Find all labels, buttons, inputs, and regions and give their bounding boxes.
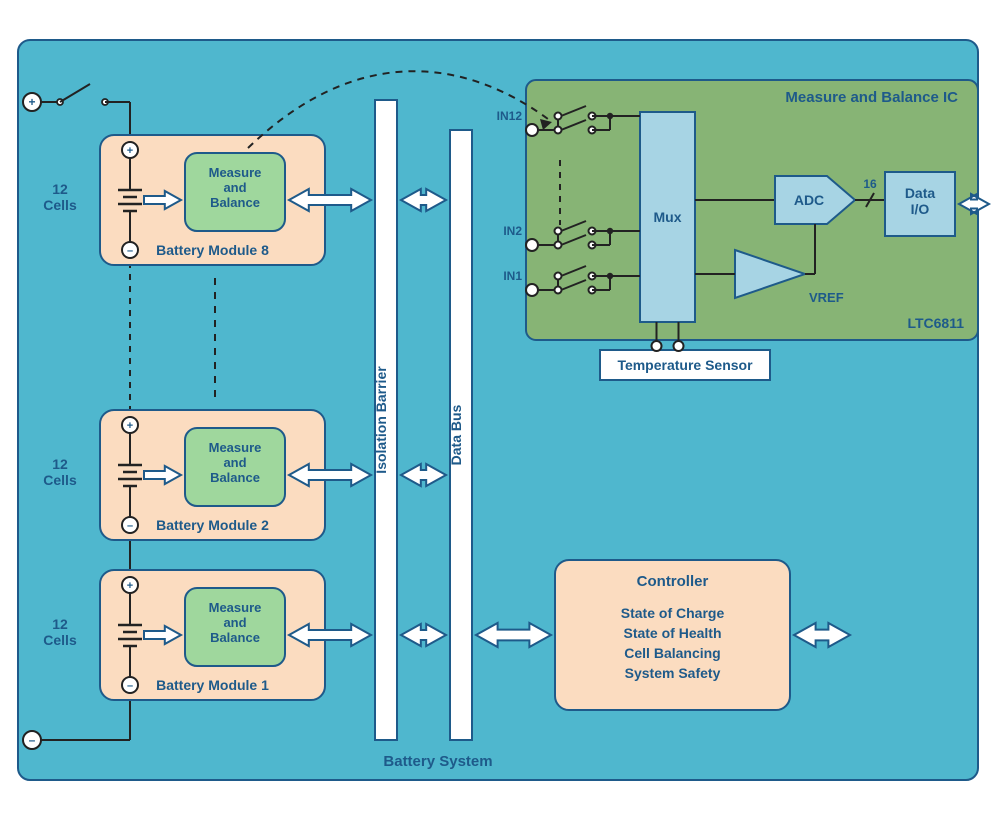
ic-pin-label-IN1: IN1 [503,269,522,283]
switch-node [555,273,562,280]
switch-node [555,242,562,249]
adc-label: ADC [794,192,824,208]
temp-pin-0 [652,341,662,351]
switch-node [555,127,562,134]
temperature-sensor-label: Temperature Sensor [617,357,753,373]
minus-icon: – [29,733,36,747]
controller-title: Controller [637,573,709,590]
battery-system-label: Battery System [383,753,492,770]
battery-module-1-label: Battery Module 1 [156,677,269,693]
battery-module-8-label: Battery Module 8 [156,242,269,258]
switch-node [555,113,562,120]
ic-pin-label-IN2: IN2 [503,224,522,238]
ic-part-number: LTC6811 [907,315,964,331]
ic-pin-IN2 [526,239,538,251]
plus-icon: + [127,580,133,592]
ic-title: Measure and Balance IC [785,89,958,106]
controller-line-0: State of Charge [621,605,725,621]
minus-icon: – [127,520,133,532]
controller-line-1: State of Health [623,625,721,641]
battery-module-2-label: Battery Module 2 [156,517,269,533]
vref-label: VREF [809,290,844,305]
switch-node [555,228,562,235]
plus-icon: + [127,145,133,157]
plus-icon: + [127,420,133,432]
ic-pin-IN1 [526,284,538,296]
mux-label: Mux [654,209,682,225]
plus-icon: + [28,95,35,109]
controller-line-3: System Safety [625,665,721,681]
controller-line-2: Cell Balancing [624,645,720,661]
data-bus-label: Data Bus [448,404,464,465]
minus-icon: – [127,245,133,257]
isolation-barrier-label: Isolation Barrier [373,366,389,474]
minus-icon: – [127,680,133,692]
ic-pin-label-IN12: IN12 [497,109,523,123]
ic-pin-IN12 [526,124,538,136]
bus-width-label: 16 [863,177,877,191]
switch-node [555,287,562,294]
temp-pin-1 [674,341,684,351]
